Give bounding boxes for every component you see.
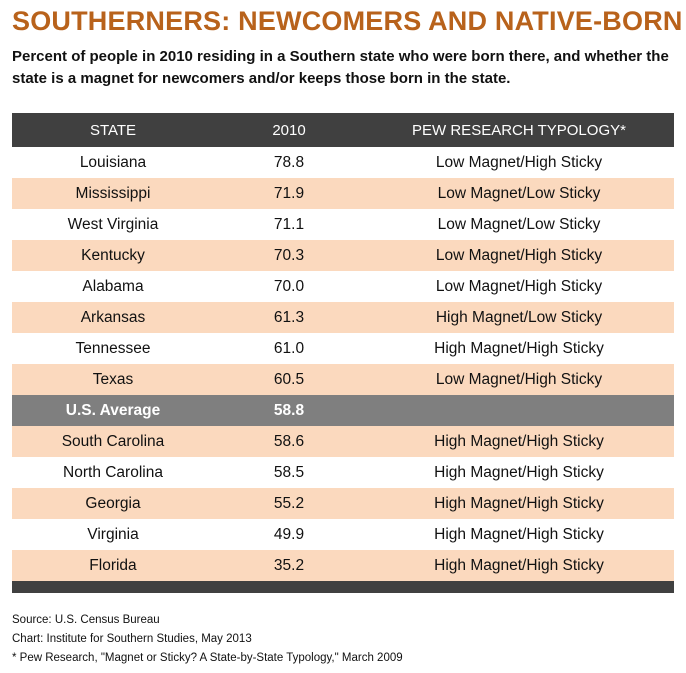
table-row: Arkansas 61.3 High Magnet/Low Sticky [12,302,674,333]
table-row: Georgia 55.2 High Magnet/High Sticky [12,488,674,519]
value-cell: 78.8 [273,153,305,171]
header-typology: PEW RESEARCH TYPOLOGY* [412,121,626,139]
state-cell: Tennessee [75,339,151,357]
table-row: Louisiana 78.8 Low Magnet/High Sticky [12,147,674,178]
value-cell: 60.5 [273,370,305,388]
typology-cell: Low Magnet/Low Sticky [437,184,601,202]
state-cell: Kentucky [81,246,145,264]
typology-cell: High Magnet/High Sticky [434,432,604,450]
state-cell: Texas [92,370,134,388]
data-table: STATE 2010 PEW RESEARCH TYPOLOGY* Louisi… [12,113,674,593]
table-row: Florida 35.2 High Magnet/High Sticky [12,550,674,581]
state-cell: Georgia [85,494,141,512]
state-cell: Florida [89,556,137,574]
value-cell: 55.2 [273,494,305,512]
typology-cell: Low Magnet/High Sticky [435,277,603,295]
value-cell: 70.0 [273,277,305,295]
average-row: U.S. Average 58.8 [12,395,674,426]
typology-cell: Low Magnet/High Sticky [435,246,603,264]
value-cell: 35.2 [273,556,305,574]
state-cell: Alabama [82,277,144,295]
value-cell: 70.3 [273,246,305,264]
value-cell: 58.6 [273,432,305,450]
table-row: Tennessee 61.0 High Magnet/High Sticky [12,333,674,364]
typology-cell: High Magnet/High Sticky [434,556,604,574]
typology-cell: High Magnet/High Sticky [434,339,604,357]
table-body: Louisiana 78.8 Low Magnet/High Sticky Missi… [12,147,674,581]
table-row: West Virginia 71.1 Low Magnet/Low Sticky [12,209,674,240]
table-row: Kentucky 70.3 Low Magnet/High Sticky [12,240,674,271]
table-footer-bar [12,581,674,593]
table-row: South Carolina 58.6 High Magnet/High Stick… [12,426,674,457]
value-cell: 49.9 [273,525,305,543]
source-note: Source: U.S. Census Bureau [12,614,160,626]
footnote: * Pew Research, "Magnet or Sticky? A Sta… [12,652,403,664]
typology-cell: High Magnet/High Sticky [434,525,604,543]
subtitle: Percent of people in 2010 residing in a … [12,48,669,87]
state-cell: U.S. Average [65,401,161,419]
value-cell: 71.9 [273,184,305,202]
state-cell: Louisiana [79,153,147,171]
table-row: Alabama 70.0 Low Magnet/High Sticky [12,271,674,302]
header-2010: 2010 [272,121,306,139]
value-cell: 58.8 [273,401,305,419]
value-cell: 61.0 [273,339,305,357]
state-cell: North Carolina [63,463,163,481]
state-cell: West Virginia [67,215,159,233]
state-cell: Arkansas [80,308,146,326]
typology-cell: High Magnet/High Sticky [434,494,604,512]
state-cell: Mississippi [75,184,151,202]
state-cell: South Carolina [61,432,165,450]
typology-cell: Low Magnet/High Sticky [435,153,603,171]
state-cell: Virginia [87,525,139,543]
table-row: Mississippi 71.9 Low Magnet/Low Sticky [12,178,674,209]
chart-credit: Chart: Institute for Southern Studies, M… [12,633,252,645]
typology-cell: Low Magnet/Low Sticky [437,215,601,233]
table-header: STATE 2010 PEW RESEARCH TYPOLOGY* [12,113,674,147]
value-cell: 61.3 [273,308,305,326]
page-title: SOUTHERNERS: NEWCOMERS AND NATIVE-BORN [12,6,683,36]
table-row: Texas 60.5 Low Magnet/High Sticky [12,364,674,395]
typology-cell: Low Magnet/High Sticky [435,370,603,388]
value-cell: 71.1 [273,215,305,233]
notes: Source: U.S. Census Bureau Chart: Instit… [12,611,403,668]
table-row: North Carolina 58.5 High Magnet/High Stick… [12,457,674,488]
typology-cell: High Magnet/High Sticky [434,463,604,481]
table-row: Virginia 49.9 High Magnet/High Sticky [12,519,674,550]
value-cell: 58.5 [273,463,305,481]
header-state: STATE [89,121,137,139]
typology-cell: High Magnet/Low Sticky [435,308,603,326]
